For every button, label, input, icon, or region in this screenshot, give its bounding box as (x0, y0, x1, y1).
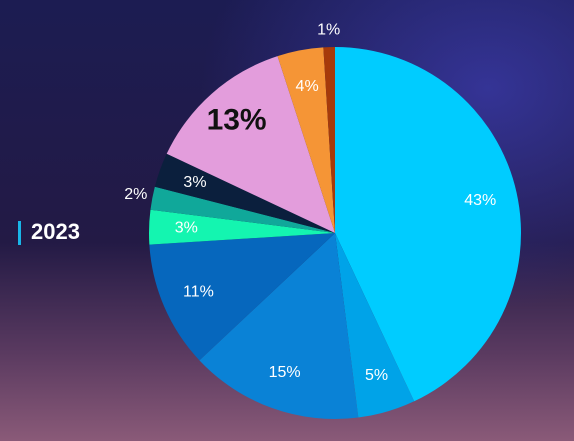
data-label: 3% (175, 220, 198, 237)
pie-slice (154, 153, 335, 233)
pie-slice (335, 233, 415, 418)
data-label: 15% (269, 364, 301, 381)
chart-title: 2023 (31, 219, 80, 244)
data-label: 5% (365, 367, 388, 384)
pie-slice (150, 186, 335, 233)
data-label: 2% (124, 186, 147, 203)
pie-slice (148, 209, 335, 245)
title-accent (18, 221, 21, 245)
pie-slice (199, 233, 359, 419)
data-label: 1% (317, 22, 340, 39)
pie: 43% 5% 15% 11% 3% 2% 3% 13% 4% 1% (124, 22, 521, 419)
data-label: 4% (296, 78, 319, 95)
pie-slice (323, 47, 335, 233)
data-label: 11% (183, 283, 214, 300)
pie-slice (277, 47, 335, 233)
data-label: 3% (183, 174, 206, 191)
pie-slice (335, 47, 521, 402)
pie-slice (149, 233, 335, 361)
pie-slice (166, 56, 335, 234)
data-label: 13% (207, 103, 267, 136)
data-label: 43% (464, 192, 496, 209)
